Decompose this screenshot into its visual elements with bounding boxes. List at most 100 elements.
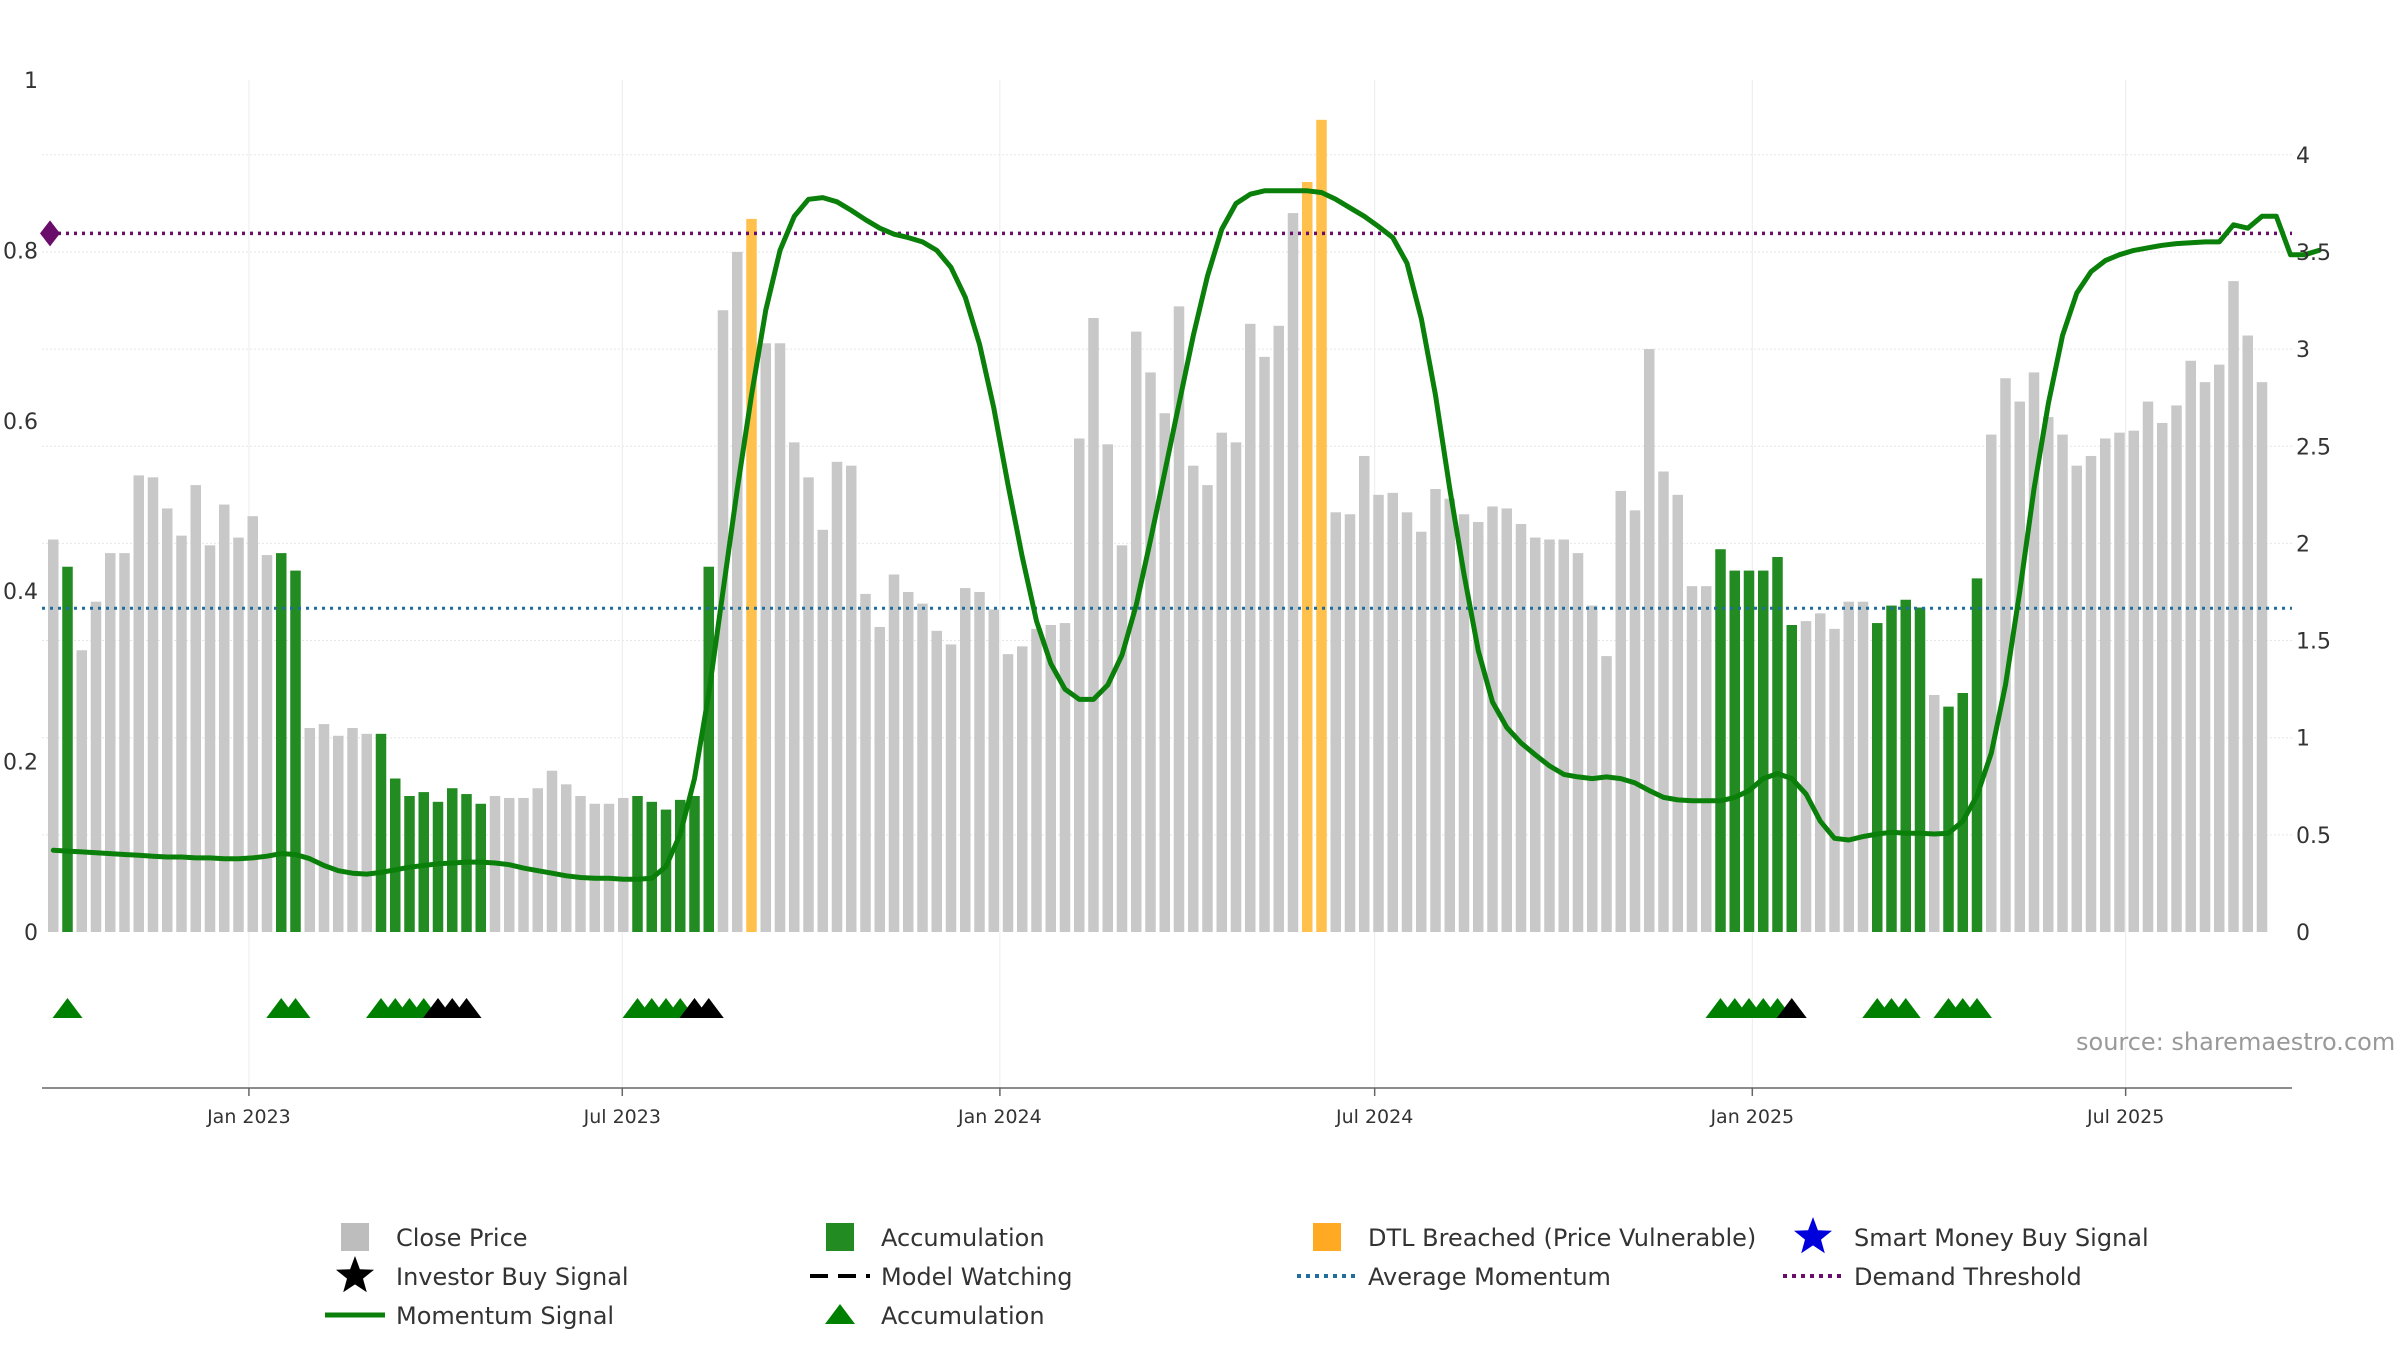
- close-price-bar: [1002, 654, 1014, 932]
- legend-star-icon: [1794, 1217, 1832, 1254]
- close-price-bar: [2157, 422, 2168, 932]
- accumulation-bar: [390, 778, 401, 932]
- close-price-bar: [1986, 434, 1997, 932]
- right-tick-label: 3: [2296, 338, 2310, 363]
- close-price-bar: [888, 574, 900, 932]
- close-price-bar: [1587, 605, 1598, 932]
- close-price-bar: [2185, 360, 2196, 932]
- signal-markers: [52, 998, 1992, 1018]
- close-price-bar: [1245, 323, 1256, 932]
- close-price-bar: [960, 588, 971, 932]
- accumulation-bar: [703, 566, 714, 932]
- accumulation-bar: [1743, 570, 1755, 932]
- right-tick-label: 0.5: [2296, 824, 2331, 849]
- close-price-bar: [2085, 455, 2097, 932]
- close-price-bar: [119, 553, 130, 932]
- close-price-bar: [2043, 417, 2054, 933]
- close-price-bar: [2128, 430, 2139, 932]
- close-price-bar: [2057, 434, 2068, 932]
- close-price-bar: [1458, 514, 1470, 932]
- accumulation-bar: [1886, 605, 1897, 932]
- close-price-bar: [1843, 601, 1854, 932]
- close-price-bar: [347, 727, 358, 932]
- close-price-bar: [219, 504, 230, 932]
- legend-swatch: [1313, 1223, 1341, 1251]
- close-price-bar: [974, 591, 985, 932]
- close-price-bar: [575, 795, 586, 932]
- close-price-bar: [1401, 512, 1413, 932]
- close-price-bar: [2199, 382, 2211, 933]
- close-price-bar: [1387, 492, 1398, 932]
- close-price-bar: [361, 733, 372, 932]
- close-price-bar: [1359, 455, 1370, 932]
- close-price-bar: [988, 609, 999, 932]
- close-price-bar: [105, 553, 116, 932]
- close-price-bar: [1601, 656, 1612, 932]
- close-price-bar: [1701, 586, 1712, 932]
- close-price-bar: [931, 630, 942, 932]
- right-tick-label: 1: [2296, 727, 2310, 752]
- legend-triangle-icon: [825, 1304, 855, 1324]
- accumulation-bar: [1772, 557, 1783, 932]
- close-price-bar: [1929, 694, 1940, 932]
- accumulation-bar: [1943, 706, 1954, 932]
- close-price-bar: [1216, 432, 1227, 932]
- legend-swatch: [341, 1223, 369, 1251]
- legend-item: Investor Buy Signal: [336, 1256, 629, 1293]
- close-price-bar: [1416, 531, 1427, 932]
- accumulation-bar: [1715, 549, 1726, 932]
- legend-label: Average Momentum: [1368, 1263, 1611, 1291]
- close-price-bar: [1686, 586, 1698, 932]
- close-price-bar: [1031, 628, 1042, 932]
- accumulation-bar: [432, 801, 444, 932]
- accumulation-marker: [1962, 998, 1992, 1018]
- close-price-bar: [1259, 356, 1270, 932]
- legend-item: Accumulation: [825, 1302, 1045, 1330]
- accumulation-bar: [632, 795, 643, 932]
- close-price-bar: [1857, 601, 1869, 932]
- close-price-bar: [774, 343, 786, 932]
- close-price-bar: [1629, 510, 1641, 932]
- close-price-bar: [1373, 494, 1384, 932]
- close-price-bar: [1188, 465, 1199, 932]
- close-price-bar: [48, 539, 59, 932]
- close-price-bar: [2000, 378, 2011, 932]
- momentum-signal-line: [50, 188, 2322, 882]
- close-price-bar: [1815, 613, 1826, 932]
- close-price-bar: [1644, 349, 1655, 933]
- close-price-bar: [333, 735, 344, 932]
- close-price-bar: [1059, 623, 1071, 932]
- x-tick-label: Jul 2023: [583, 1106, 661, 1128]
- left-tick-label: 0.2: [3, 751, 38, 776]
- accumulation-bar: [1729, 570, 1740, 932]
- close-price-bar: [247, 516, 258, 932]
- right-tick-label: 2.5: [2296, 435, 2331, 460]
- close-price-bar: [190, 485, 201, 932]
- accumulation-bar: [1900, 599, 1911, 932]
- accumulation-bar: [689, 795, 700, 932]
- accumulation-bar: [290, 570, 301, 932]
- legend-item: Close Price: [341, 1223, 528, 1252]
- close-price-bar: [589, 803, 600, 932]
- close-price-bar: [874, 626, 885, 932]
- legend-label: Accumulation: [881, 1302, 1045, 1330]
- legend-label: Model Watching: [881, 1263, 1073, 1291]
- legend-label: DTL Breached (Price Vulnerable): [1368, 1224, 1756, 1252]
- close-price-bar: [2100, 438, 2111, 932]
- close-price-bar: [831, 461, 843, 932]
- legend-item: Average Momentum: [1297, 1263, 1611, 1291]
- dtl-breached-bar: [746, 218, 757, 932]
- dtl-breached-bar: [1302, 182, 1313, 932]
- close-price-bar: [561, 784, 572, 932]
- close-price-bar: [717, 310, 729, 932]
- accumulation-bar: [1971, 578, 1983, 932]
- close-price-bar: [1800, 621, 1812, 932]
- accumulation-bar: [1872, 623, 1883, 932]
- right-tick-label: 1.5: [2296, 630, 2331, 655]
- close-price-bar: [732, 251, 743, 932]
- close-price-bar: [1501, 508, 1512, 932]
- left-tick-label: 0: [24, 921, 38, 946]
- close-price-bar: [1515, 523, 1527, 932]
- close-price-bar: [789, 442, 800, 932]
- close-price-bar: [90, 601, 102, 932]
